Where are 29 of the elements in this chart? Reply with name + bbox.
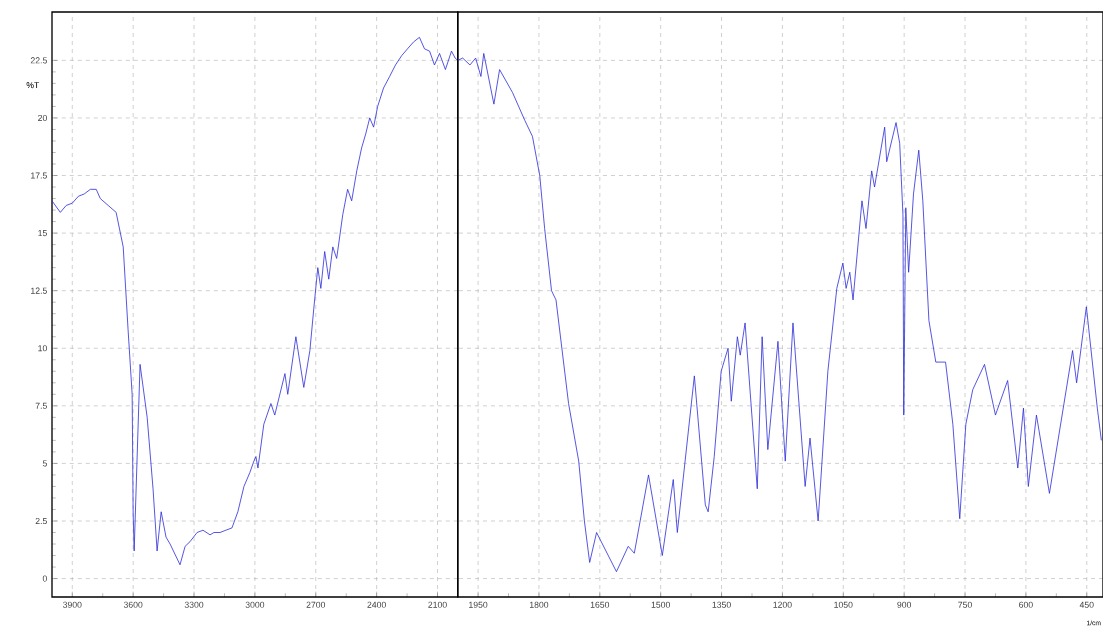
x-tick-label: 2100 (428, 601, 447, 608)
x-tick-label: 3900 (62, 601, 82, 608)
x-tick-label: 3600 (123, 601, 143, 608)
x-tick-label: 1800 (529, 601, 549, 608)
y-tick-label: 15 (38, 230, 47, 237)
x-tick-label: 3000 (245, 601, 265, 608)
x-tick-label: 600 (1019, 601, 1033, 608)
x-tick-label: 1650 (590, 601, 610, 608)
y-tick-label: 7.5 (35, 402, 47, 409)
y-tick-label: 22.5 (30, 57, 47, 64)
x-tick-label: 1350 (712, 601, 731, 608)
y-axis-title: %T (26, 82, 40, 89)
x-tick-label: 1950 (469, 601, 488, 608)
x-tick-label: 1050 (834, 601, 853, 608)
y-tick-label: 5 (42, 460, 47, 467)
y-tick-label: 12.5 (31, 287, 47, 294)
x-tick-label: 2400 (367, 601, 386, 608)
x-tick-label: 3300 (184, 601, 204, 608)
x-tick-label: 2700 (306, 601, 326, 608)
y-tick-label: 0 (42, 575, 47, 582)
y-tick-label: 20 (38, 114, 47, 122)
x-tick-label: 1500 (651, 601, 670, 608)
x-tick-label: 750 (958, 601, 972, 608)
x-tick-label: 900 (897, 601, 912, 608)
x-tick-label: 1200 (773, 601, 792, 608)
y-tick-label: 2.5 (35, 517, 47, 525)
y-tick-label: 17.5 (31, 172, 47, 179)
x-tick-label: 450 (1079, 601, 1094, 608)
y-tick-label: 10 (38, 345, 47, 352)
